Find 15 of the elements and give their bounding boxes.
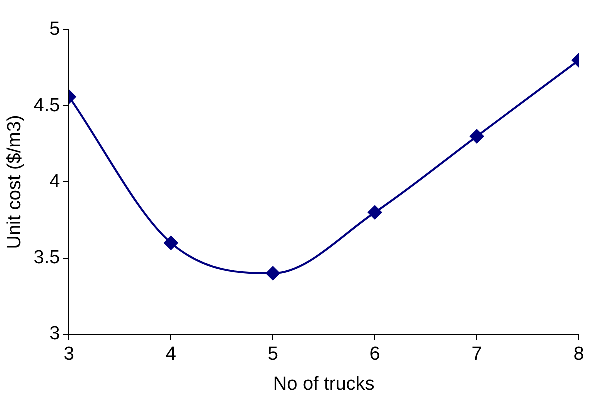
x-tick-label: 4 [166,344,177,366]
y-tick-label: 3 [50,324,60,345]
y-tick-label: 4 [50,171,61,192]
x-tick-label: 5 [268,344,278,366]
x-tick-label: 6 [370,344,380,366]
point [266,266,280,281]
x-tick-label: 7 [472,344,482,366]
x-axis-title: No of trucks [273,374,375,395]
y-tick-label: 3.5 [34,248,60,269]
y-axis-title: Unit cost ($/m3) [4,115,26,250]
x-tick-label: 8 [574,344,584,366]
point [368,206,382,220]
y-tick-label: 4.5 [34,95,60,116]
x-tick-label: 3 [64,344,74,366]
y-tick-label: 5 [50,19,60,40]
